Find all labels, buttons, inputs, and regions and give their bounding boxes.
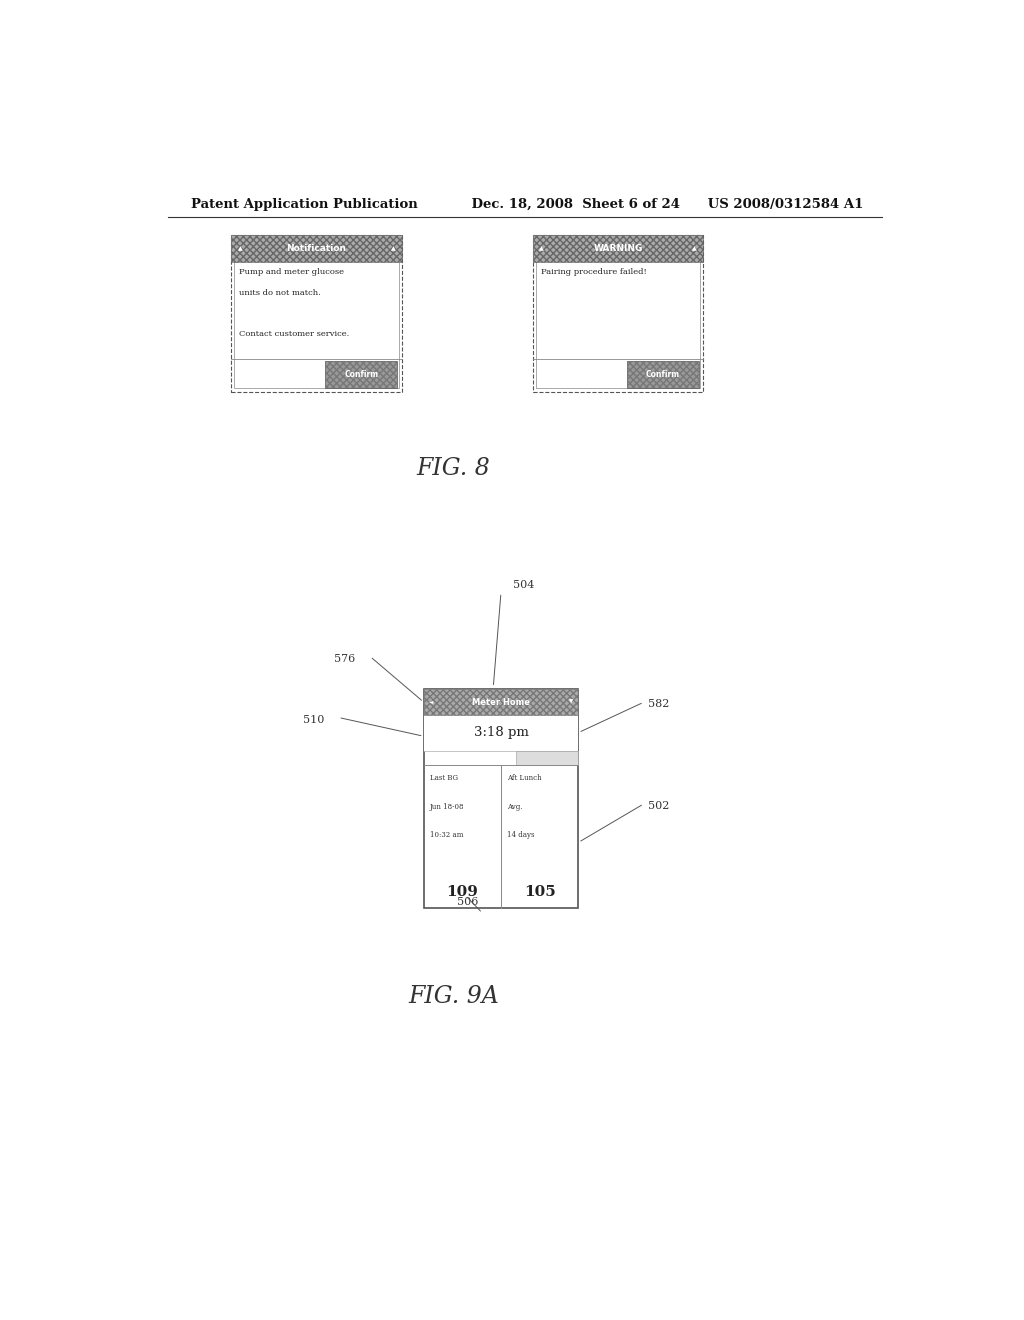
Text: units do not match.: units do not match. xyxy=(240,289,321,297)
Text: 582: 582 xyxy=(648,700,669,709)
Bar xyxy=(627,362,698,388)
Bar xyxy=(536,239,700,388)
Bar xyxy=(231,235,401,263)
Text: Jun 18-08: Jun 18-08 xyxy=(430,803,465,810)
Bar xyxy=(424,689,579,714)
Text: 14 days: 14 days xyxy=(507,832,535,840)
Text: 502: 502 xyxy=(648,801,669,810)
Text: Avg.: Avg. xyxy=(507,803,523,810)
Bar xyxy=(326,362,397,388)
Text: ◄: ◄ xyxy=(429,700,433,705)
Text: 504: 504 xyxy=(513,581,535,590)
Text: ▲: ▲ xyxy=(692,246,697,251)
Bar xyxy=(326,362,397,388)
Text: Last BG: Last BG xyxy=(430,775,458,783)
Text: ▲: ▲ xyxy=(539,246,544,251)
Text: Notification: Notification xyxy=(287,244,346,253)
Bar xyxy=(231,235,401,263)
Bar xyxy=(424,689,579,714)
Text: Pairing procedure failed!: Pairing procedure failed! xyxy=(541,268,646,276)
Text: Aft Lunch: Aft Lunch xyxy=(507,775,542,783)
Text: Contact customer service.: Contact customer service. xyxy=(240,330,349,338)
Bar xyxy=(627,362,698,388)
Text: ▲: ▲ xyxy=(391,246,395,251)
Text: Meter Home: Meter Home xyxy=(472,697,530,706)
Text: Confirm: Confirm xyxy=(646,370,680,379)
Text: 3:18 pm: 3:18 pm xyxy=(473,726,528,739)
Text: 506: 506 xyxy=(458,898,478,907)
Text: 109: 109 xyxy=(446,884,478,899)
Text: ▼: ▼ xyxy=(568,700,572,705)
Text: Pump and meter glucose: Pump and meter glucose xyxy=(240,268,344,276)
Text: Dec. 18, 2008  Sheet 6 of 24      US 2008/0312584 A1: Dec. 18, 2008 Sheet 6 of 24 US 2008/0312… xyxy=(454,198,864,211)
Text: FIG. 8: FIG. 8 xyxy=(417,457,490,480)
Text: WARNING: WARNING xyxy=(593,244,643,253)
Text: 10:32 am: 10:32 am xyxy=(430,832,464,840)
Bar xyxy=(424,714,579,751)
Bar xyxy=(424,689,579,908)
Text: Patent Application Publication: Patent Application Publication xyxy=(191,198,418,211)
Text: 510: 510 xyxy=(303,714,324,725)
Text: ▲: ▲ xyxy=(238,246,243,251)
Text: Confirm: Confirm xyxy=(344,370,378,379)
Bar xyxy=(532,235,703,263)
Text: 105: 105 xyxy=(524,884,556,899)
Bar xyxy=(532,235,703,263)
Bar xyxy=(231,235,401,392)
Text: 576: 576 xyxy=(334,653,355,664)
Bar xyxy=(532,235,703,392)
Bar xyxy=(234,239,398,388)
Text: FIG. 9A: FIG. 9A xyxy=(408,986,499,1008)
Bar xyxy=(516,751,579,764)
